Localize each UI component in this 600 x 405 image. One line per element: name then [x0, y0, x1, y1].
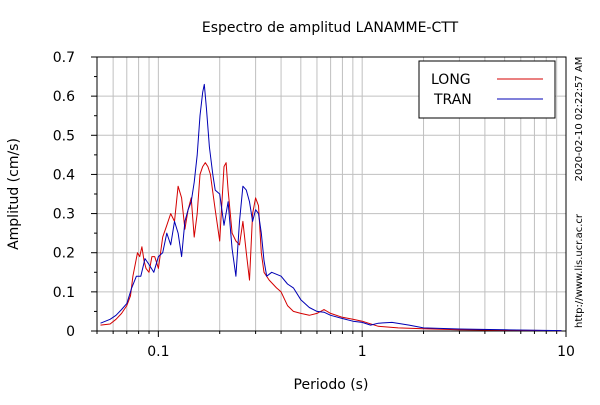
y-axis-ticks: 0 0.1 0.2 0.3 0.4 0.5 0.6 0.7: [53, 50, 97, 340]
legend: LONG TRAN: [418, 60, 556, 119]
y-tick-label: 0.3: [53, 207, 75, 223]
source-url-label: http://www.lis.ucr.ac.cr: [574, 213, 585, 328]
y-tick-label: 0.1: [53, 285, 75, 301]
x-axis-ticks: 0.1 1 10: [96, 331, 575, 360]
y-tick-label: 0.7: [53, 50, 75, 66]
series-layer: [100, 83, 562, 332]
series-line-tran: [100, 83, 562, 332]
legend-box: [418, 60, 556, 119]
y-tick-label: 0: [66, 324, 75, 340]
y-tick-label: 0.4: [53, 167, 75, 183]
x-tick-label: 10: [557, 344, 575, 360]
x-tick-label: 1: [358, 344, 367, 360]
legend-label-long: LONG: [431, 72, 471, 88]
y-tick-label: 0.6: [53, 89, 75, 105]
legend-label-tran: TRAN: [433, 92, 472, 108]
chart-title: Espectro de amplitud LANAMME-CTT: [202, 20, 459, 36]
x-axis-label: Periodo (s): [294, 377, 369, 393]
x-tick-label: 0.1: [147, 344, 169, 360]
y-tick-label: 0.5: [53, 128, 75, 144]
y-tick-label: 0.2: [53, 246, 75, 262]
timestamp-label: 2020-02-10 02:22:57 AM: [574, 57, 585, 182]
y-axis-label: Amplitud (cm/s): [6, 138, 22, 250]
